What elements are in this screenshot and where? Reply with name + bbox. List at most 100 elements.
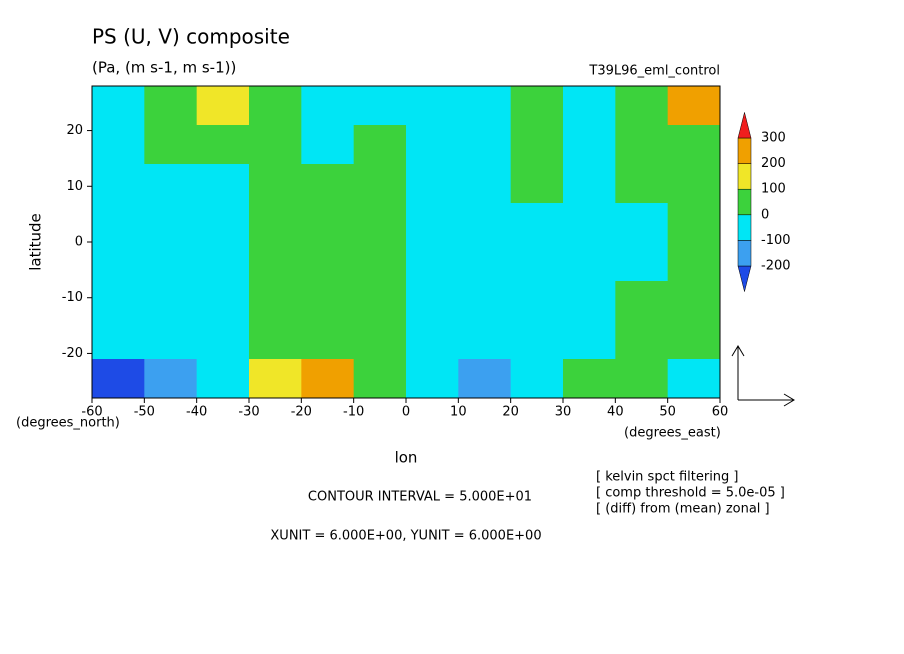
x-tick-label: -60 xyxy=(81,405,102,420)
field-cell xyxy=(563,203,616,243)
colorbar-swatch xyxy=(737,188,752,216)
note: [ kelvin spct filtering ] xyxy=(596,470,739,485)
field-cell xyxy=(301,359,355,399)
field-cell xyxy=(458,164,512,204)
field-cell xyxy=(458,320,512,360)
field-cell xyxy=(458,203,512,243)
field-cell xyxy=(144,359,198,399)
field-cell xyxy=(615,203,669,243)
field-cell xyxy=(458,359,512,399)
field-cell xyxy=(144,320,198,360)
field-cell xyxy=(615,359,669,399)
field-cell xyxy=(301,281,355,321)
field-cell xyxy=(615,320,669,360)
field-cell xyxy=(301,86,355,126)
field-cell xyxy=(249,125,302,165)
field-cell xyxy=(510,125,564,165)
field-cell xyxy=(406,242,459,282)
colorbar-swatch xyxy=(737,112,752,139)
colorbar-swatch xyxy=(737,240,752,267)
field-cell xyxy=(92,125,145,165)
field-cell xyxy=(144,125,198,165)
note: [ (diff) from (mean) zonal ] xyxy=(596,502,770,517)
field-cell xyxy=(92,242,145,282)
x-tick-label: -30 xyxy=(238,405,259,420)
x-tick-label: 0 xyxy=(402,405,410,420)
contour-interval: CONTOUR INTERVAL = 5.000E+01 xyxy=(308,490,532,505)
field-cell xyxy=(196,281,250,321)
field-cell xyxy=(510,242,564,282)
field-cell xyxy=(301,125,355,165)
field-cell xyxy=(92,203,145,243)
field-cell xyxy=(353,359,407,399)
field-cell xyxy=(615,281,669,321)
colorbar-label: 0 xyxy=(761,207,769,222)
field-cell xyxy=(406,125,459,165)
x-tick-label: -10 xyxy=(343,405,364,420)
field-cell xyxy=(249,242,302,282)
colorbar-swatch xyxy=(737,137,752,164)
colorbar-swatch xyxy=(737,163,752,190)
field-cell xyxy=(667,125,721,165)
field-cell xyxy=(563,125,616,165)
x-tick-label: -50 xyxy=(134,405,155,420)
field-cell xyxy=(249,86,302,126)
x-tick-label: 10 xyxy=(450,405,467,420)
x-axis-label: lon xyxy=(395,449,418,467)
field-cell xyxy=(92,281,145,321)
field-cell xyxy=(301,242,355,282)
colorbar-label: 200 xyxy=(761,156,786,171)
y-tick-label: -10 xyxy=(62,290,83,305)
field-cell xyxy=(667,86,721,126)
field-cell xyxy=(144,281,198,321)
y-tick-label: 0 xyxy=(75,235,83,250)
field-cell xyxy=(196,242,250,282)
chart-subtitle: (Pa, (m s-1, m s-1)) xyxy=(92,59,236,77)
field-cell xyxy=(615,242,669,282)
field-cell xyxy=(196,359,250,399)
field-cell xyxy=(406,164,459,204)
field-cell xyxy=(301,320,355,360)
field-cell xyxy=(144,86,198,126)
field-cell xyxy=(615,164,669,204)
field-cell xyxy=(458,125,512,165)
field-cell xyxy=(615,125,669,165)
colorbar-label: -100 xyxy=(761,233,791,248)
field-cell xyxy=(667,281,721,321)
colorbar-label: 300 xyxy=(761,131,786,146)
field-cell xyxy=(615,86,669,126)
field-cell xyxy=(353,125,407,165)
field-cell xyxy=(563,164,616,204)
field-cell xyxy=(353,320,407,360)
field-cell xyxy=(353,86,407,126)
colorbar-swatch xyxy=(737,214,752,241)
units-note: XUNIT = 6.000E+00, YUNIT = 6.000E+00 xyxy=(270,529,541,544)
field-cell xyxy=(144,203,198,243)
field-cell xyxy=(353,164,407,204)
field-cell xyxy=(92,359,145,399)
x-tick-label: -20 xyxy=(291,405,312,420)
field-cell xyxy=(510,320,564,360)
field-cell xyxy=(458,86,512,126)
note: [ comp threshold = 5.0e-05 ] xyxy=(596,486,785,501)
field-cell xyxy=(249,359,302,399)
field-cell xyxy=(196,320,250,360)
field-cell xyxy=(458,242,512,282)
field-cell xyxy=(249,164,302,204)
field-cell xyxy=(510,164,564,204)
experiment-label: T39L96_eml_control xyxy=(588,64,720,79)
reference-vector xyxy=(731,345,795,407)
field-cell xyxy=(196,86,250,126)
field-cell xyxy=(667,242,721,282)
colorbar-swatch xyxy=(737,265,752,292)
field-cell xyxy=(667,359,721,399)
x-tick-label: -40 xyxy=(186,405,207,420)
field-cell xyxy=(406,359,459,399)
field-cell xyxy=(563,281,616,321)
field-cell xyxy=(301,164,355,204)
field-cell xyxy=(249,203,302,243)
field-cell xyxy=(144,242,198,282)
colorbar-label: -200 xyxy=(761,259,791,274)
field-cell xyxy=(353,203,407,243)
